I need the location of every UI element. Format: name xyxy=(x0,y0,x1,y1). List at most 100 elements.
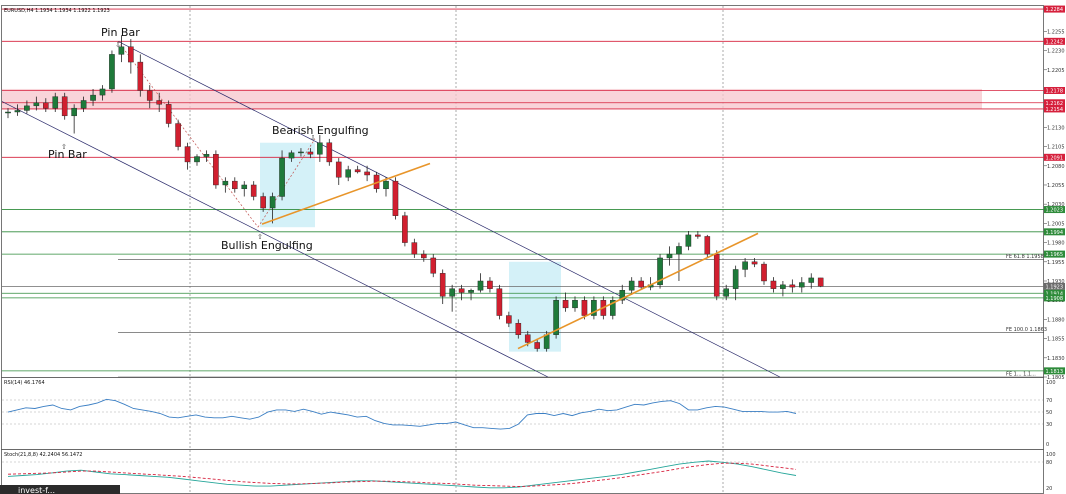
price-tag-0: 1.2284 xyxy=(1046,7,1064,13)
candle-body-42 xyxy=(402,215,408,243)
candle-body-61 xyxy=(581,299,588,316)
annotation-bearish-engulfing: Bearish Engulfing xyxy=(272,124,369,137)
candle-body-51 xyxy=(487,280,493,289)
price-tag-5: 1.2091 xyxy=(1046,155,1064,161)
rsi-tick-70: 70 xyxy=(1046,398,1052,404)
candle-body-12 xyxy=(118,46,125,55)
candle-body-49 xyxy=(468,290,474,293)
y-tick-label-0: 1.2255 xyxy=(1047,29,1065,35)
candle-body-58 xyxy=(553,299,559,335)
candle-body-74 xyxy=(704,236,711,255)
price-tag-10: 1.1914 xyxy=(1046,291,1064,297)
candle-body-34 xyxy=(326,142,333,163)
rsi-gridlines xyxy=(2,399,1043,425)
orange-trendlines xyxy=(261,162,759,350)
stoch-axis: 100 80 20 xyxy=(1046,452,1056,492)
pin-bar-arrow-top: ⇩ xyxy=(115,41,121,49)
price-tag-bg-6 xyxy=(1044,206,1065,214)
pattern-box-0 xyxy=(260,142,315,228)
candle-body-50 xyxy=(477,280,484,291)
price-tag-bg-7 xyxy=(1044,228,1065,236)
candle-body-0 xyxy=(5,111,11,114)
candle-body-45 xyxy=(430,257,437,274)
candle-body-2 xyxy=(24,105,30,111)
candle-body-54 xyxy=(515,323,522,335)
price-tag-12: 1.1813 xyxy=(1046,369,1064,375)
zigzag-line-1 xyxy=(117,41,259,228)
price-tag-bg-0 xyxy=(1044,5,1065,13)
candle-body-20 xyxy=(194,156,200,163)
y-tick-label-8: 1.2055 xyxy=(1047,183,1065,189)
price-axis: 1.22551.22301.22051.21801.21551.21301.21… xyxy=(1044,29,1065,381)
price-tag-bg-1 xyxy=(1044,37,1065,45)
y-tick-label-17: 1.1830 xyxy=(1047,356,1065,362)
zigzag-line-2 xyxy=(257,138,316,228)
rsi-tick-100: 100 xyxy=(1046,380,1056,386)
candle-body-11 xyxy=(109,54,115,90)
price-tag-bg-5 xyxy=(1044,153,1065,161)
price-tag-bg-11 xyxy=(1044,294,1065,302)
price-tag-bg-4 xyxy=(1044,105,1065,113)
candle-body-5 xyxy=(52,96,59,109)
candle-body-18 xyxy=(175,123,181,147)
candle-body-46 xyxy=(439,273,446,297)
annotation-bullish-engulfing: Bullish Engulfing xyxy=(221,239,313,252)
candle-body-23 xyxy=(222,180,229,186)
candle-body-29 xyxy=(279,157,285,197)
candle-body-85 xyxy=(808,277,815,283)
candle-body-35 xyxy=(335,161,342,178)
symbol-header: EURUSD,H4 1.1934 1.1934 1.1922 1.1923 xyxy=(4,8,110,14)
candle-body-16 xyxy=(156,100,163,105)
candle-body-1 xyxy=(14,110,21,113)
stoch-signal-line xyxy=(7,462,797,487)
watermark-text: invest-f... xyxy=(18,486,55,494)
resistance-zone xyxy=(2,88,982,109)
candle-body-9 xyxy=(90,94,96,101)
rsi-label: RSI(14) 46.1764 xyxy=(4,380,45,386)
candle-body-4 xyxy=(43,102,49,109)
candle-body-86 xyxy=(817,277,824,287)
candle-body-44 xyxy=(421,253,427,259)
watermark-background xyxy=(0,485,120,494)
trend-channel xyxy=(2,41,781,377)
candle-body-6 xyxy=(61,96,68,117)
annotation-pin-bar-left: Pin Bar xyxy=(48,148,87,161)
candle-body-38 xyxy=(364,171,370,176)
rsi-panel xyxy=(1,377,1044,450)
pattern-annotations: Pin Bar Pin Bar Bearish Engulfing Bullis… xyxy=(48,26,369,252)
candle-body-82 xyxy=(780,284,786,289)
y-tick-label-13: 1.1930 xyxy=(1047,279,1065,285)
price-tag-2: 1.2178 xyxy=(1046,88,1064,94)
horizontal-levels xyxy=(2,8,1044,372)
candle-body-24 xyxy=(231,180,238,190)
candle-body-70 xyxy=(666,253,673,259)
candle-body-72 xyxy=(685,234,692,247)
y-tick-label-15: 1.1880 xyxy=(1047,317,1065,323)
price-tag-4: 1.2154 xyxy=(1046,107,1064,113)
fib-label-2: FE 1... 1.1... xyxy=(1006,372,1036,378)
candles xyxy=(5,35,824,352)
candle-body-56 xyxy=(534,342,540,349)
candle-body-27 xyxy=(260,196,266,209)
rsi-tick-50: 50 xyxy=(1046,410,1052,416)
candle-body-67 xyxy=(638,280,644,288)
candle-body-78 xyxy=(742,261,748,270)
candle-body-31 xyxy=(298,151,304,154)
y-tick-label-5: 1.2130 xyxy=(1047,125,1065,131)
stoch-label: Stoch(21,8,8) 42.2404 56.1472 xyxy=(4,452,82,458)
pin-bar-arrow-left: ⇧ xyxy=(61,143,67,151)
candle-body-83 xyxy=(789,284,796,288)
price-tag-1: 1.2242 xyxy=(1046,39,1064,45)
candle-body-76 xyxy=(723,288,729,297)
rsi-axis: 100 70 50 30 0 xyxy=(1046,380,1056,448)
price-tag-bg-12 xyxy=(1044,367,1065,375)
candle-body-3 xyxy=(33,102,40,107)
rsi-tick-30: 30 xyxy=(1046,422,1052,428)
candle-body-7 xyxy=(71,107,77,117)
candle-body-84 xyxy=(799,282,805,288)
y-tick-label-6: 1.2105 xyxy=(1047,145,1065,151)
candle-body-77 xyxy=(732,269,739,289)
price-tag-bg-8 xyxy=(1044,250,1065,258)
